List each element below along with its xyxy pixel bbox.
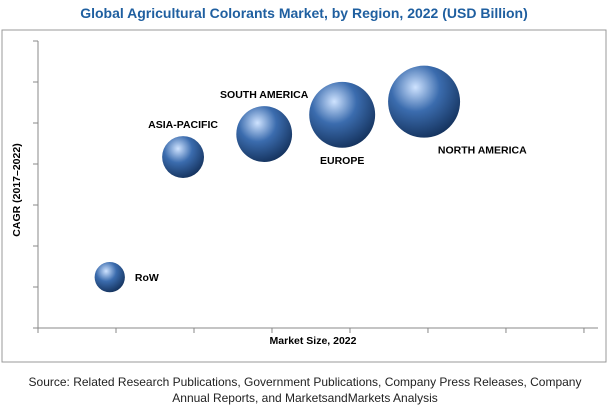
bubble bbox=[162, 136, 205, 178]
bubble-label: ASIA-PACIFIC bbox=[148, 119, 218, 131]
x-axis-title: Market Size, 2022 bbox=[270, 335, 357, 347]
bubble-label: RoW bbox=[135, 272, 159, 284]
bubble bbox=[94, 262, 125, 293]
bubble bbox=[388, 65, 461, 138]
source-box: Source: Related Research Publications, G… bbox=[28, 375, 582, 405]
bubble bbox=[309, 81, 376, 148]
y-axis-title: CAGR (2017–2022) bbox=[11, 143, 23, 236]
source-note: Source: Related Research Publications, G… bbox=[28, 375, 582, 405]
bubble-label: NORTH AMERICA bbox=[438, 145, 527, 157]
chart-frame bbox=[1, 29, 607, 363]
bubble-label: SOUTH AMERICA bbox=[220, 89, 309, 101]
bubble-label: EUROPE bbox=[320, 155, 364, 167]
chart-title: Global Agricultural Colorants Market, by… bbox=[80, 5, 528, 21]
bubble bbox=[236, 106, 293, 162]
